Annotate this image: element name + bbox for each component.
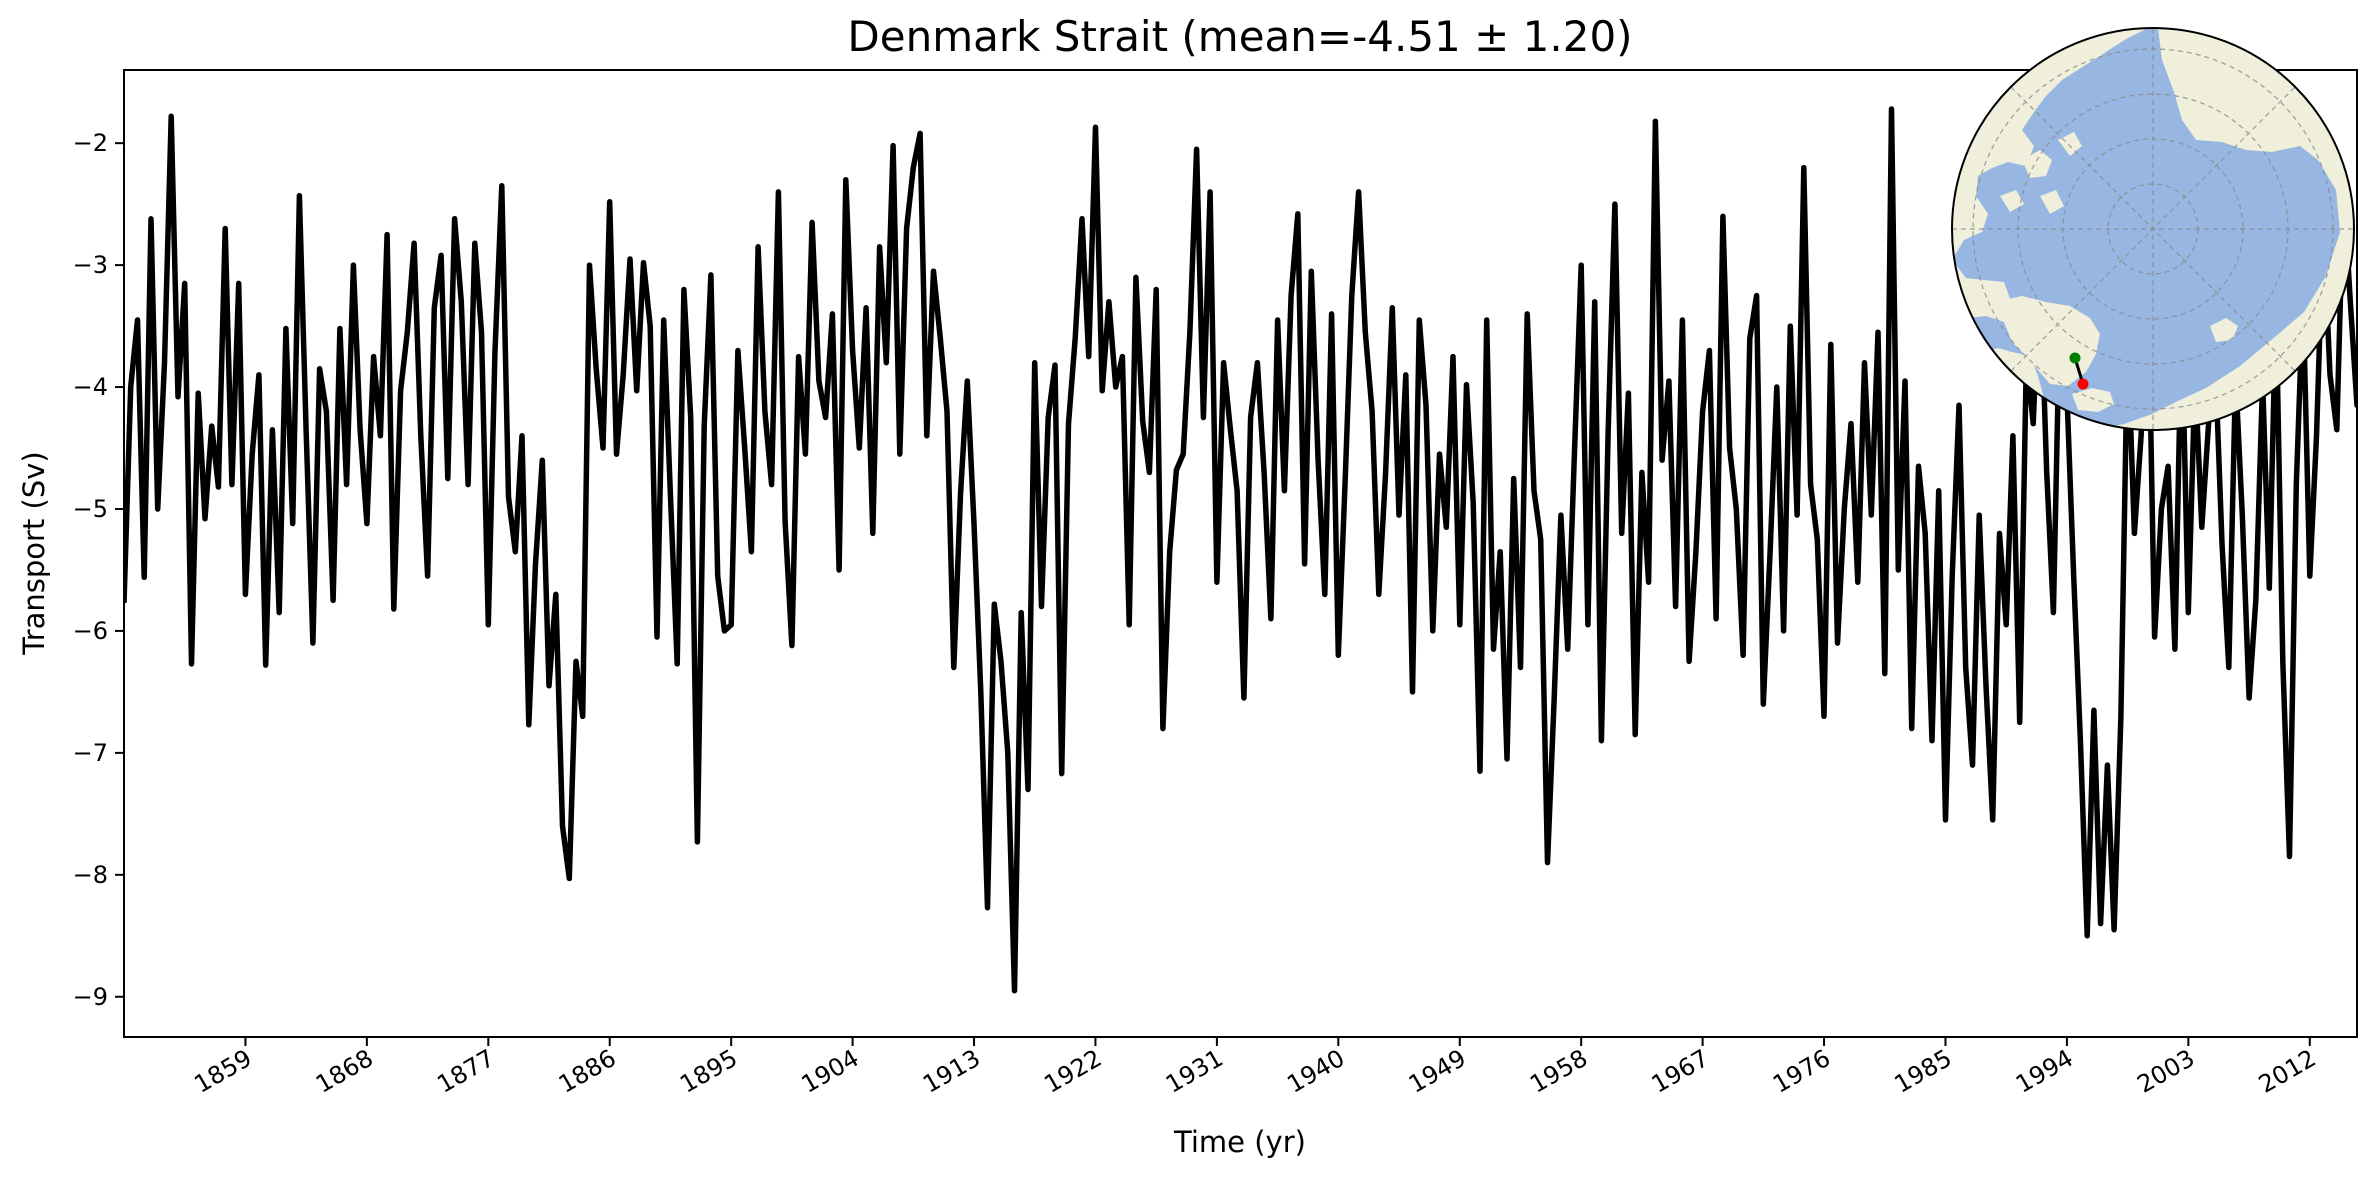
x-tick-label: 1976 bbox=[1768, 1044, 1835, 1099]
y-tick-label: −7 bbox=[73, 739, 108, 767]
x-axis-label: Time (yr) bbox=[1173, 1125, 1306, 1159]
x-tick-label: 1868 bbox=[311, 1044, 378, 1099]
plot-area bbox=[124, 106, 2357, 994]
map-svalbard bbox=[2210, 318, 2238, 342]
y-axis-label: Transport (Sv) bbox=[17, 451, 51, 656]
y-tick-label: −8 bbox=[73, 861, 108, 889]
y-tick-label: −5 bbox=[73, 495, 108, 523]
x-tick-label: 2003 bbox=[2132, 1044, 2199, 1099]
x-tick-label: 1877 bbox=[432, 1044, 499, 1099]
x-tick-label: 1859 bbox=[190, 1044, 257, 1099]
series-line bbox=[124, 106, 2357, 994]
y-tick-label: −6 bbox=[73, 617, 108, 645]
x-tick-label: 1922 bbox=[1040, 1044, 1107, 1099]
x-tick-label: 2012 bbox=[2254, 1044, 2321, 1099]
section-start-marker bbox=[2069, 352, 2081, 364]
section-end-marker bbox=[2077, 378, 2089, 390]
x-tick-label: 1994 bbox=[2011, 1044, 2078, 1099]
y-tick-label: −9 bbox=[73, 983, 108, 1011]
x-tick-label: 1886 bbox=[554, 1044, 621, 1099]
x-tick-label: 1895 bbox=[675, 1044, 742, 1099]
x-axis: 1859 1868 1877 1886 1895 1904 1913 1922 1931 1940… bbox=[190, 1037, 2321, 1099]
y-tick-label: −4 bbox=[73, 373, 108, 401]
y-axis: −2 −3 −4 −5 −6 −7 −8 −9 bbox=[73, 129, 124, 1011]
inset-map bbox=[1951, 27, 2355, 431]
x-tick-label: 1967 bbox=[1647, 1044, 1714, 1099]
y-tick-label: −3 bbox=[73, 251, 108, 279]
x-tick-label: 1913 bbox=[918, 1044, 985, 1099]
x-tick-label: 1940 bbox=[1282, 1044, 1349, 1099]
x-tick-label: 1931 bbox=[1161, 1044, 1228, 1099]
map-border bbox=[1951, 27, 2355, 431]
y-tick-label: −2 bbox=[73, 129, 108, 157]
plot-frame bbox=[123, 69, 2358, 1038]
x-tick-label: 1904 bbox=[797, 1044, 864, 1099]
x-tick-label: 1985 bbox=[1890, 1044, 1957, 1099]
x-tick-label: 1949 bbox=[1404, 1044, 1471, 1099]
chart-title: Denmark Strait (mean=-4.51 ± 1.20) bbox=[847, 12, 1632, 61]
x-tick-label: 1958 bbox=[1525, 1044, 1592, 1099]
map-gridlines bbox=[1952, 28, 2354, 430]
